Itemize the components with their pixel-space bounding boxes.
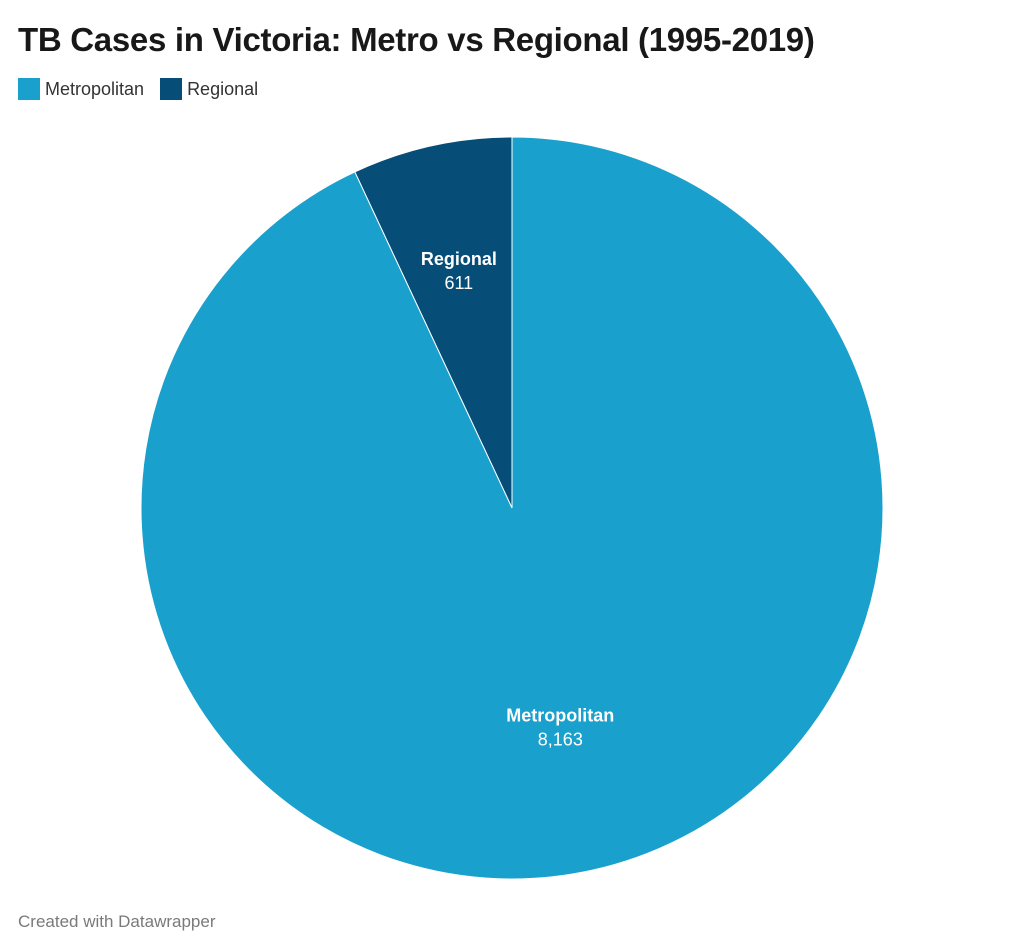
legend-label-metropolitan: Metropolitan — [45, 79, 145, 99]
legend-swatch-metropolitan — [18, 78, 40, 100]
pie-slice-label-metropolitan: Metropolitan — [506, 705, 614, 725]
pie-chart-area: Regional 611 Metropolitan 8,163 — [0, 120, 1024, 900]
legend-swatch-regional — [160, 78, 183, 100]
legend-item-metropolitan: Metropolitan — [18, 78, 144, 100]
pie-slice-value-metropolitan: 8,163 — [538, 729, 583, 749]
pie-slice-label-regional: Regional — [421, 249, 497, 269]
pie-labels: Regional 611 Metropolitan 8,163 — [421, 249, 614, 749]
chart-title: TB Cases in Victoria: Metro vs Regional … — [18, 21, 815, 58]
footer-credit: Created with Datawrapper — [18, 912, 216, 931]
pie-slices — [140, 136, 884, 880]
pie-slice-regional — [354, 136, 513, 509]
pie-slice-metropolitan — [140, 136, 884, 880]
pie-chart: Regional 611 Metropolitan 8,163 — [140, 136, 884, 880]
pie-slice-value-regional: 611 — [445, 273, 474, 293]
legend-label-regional: Regional — [187, 79, 259, 99]
legend: Metropolitan Regional — [18, 78, 274, 100]
legend-item-regional: Regional — [160, 78, 258, 100]
